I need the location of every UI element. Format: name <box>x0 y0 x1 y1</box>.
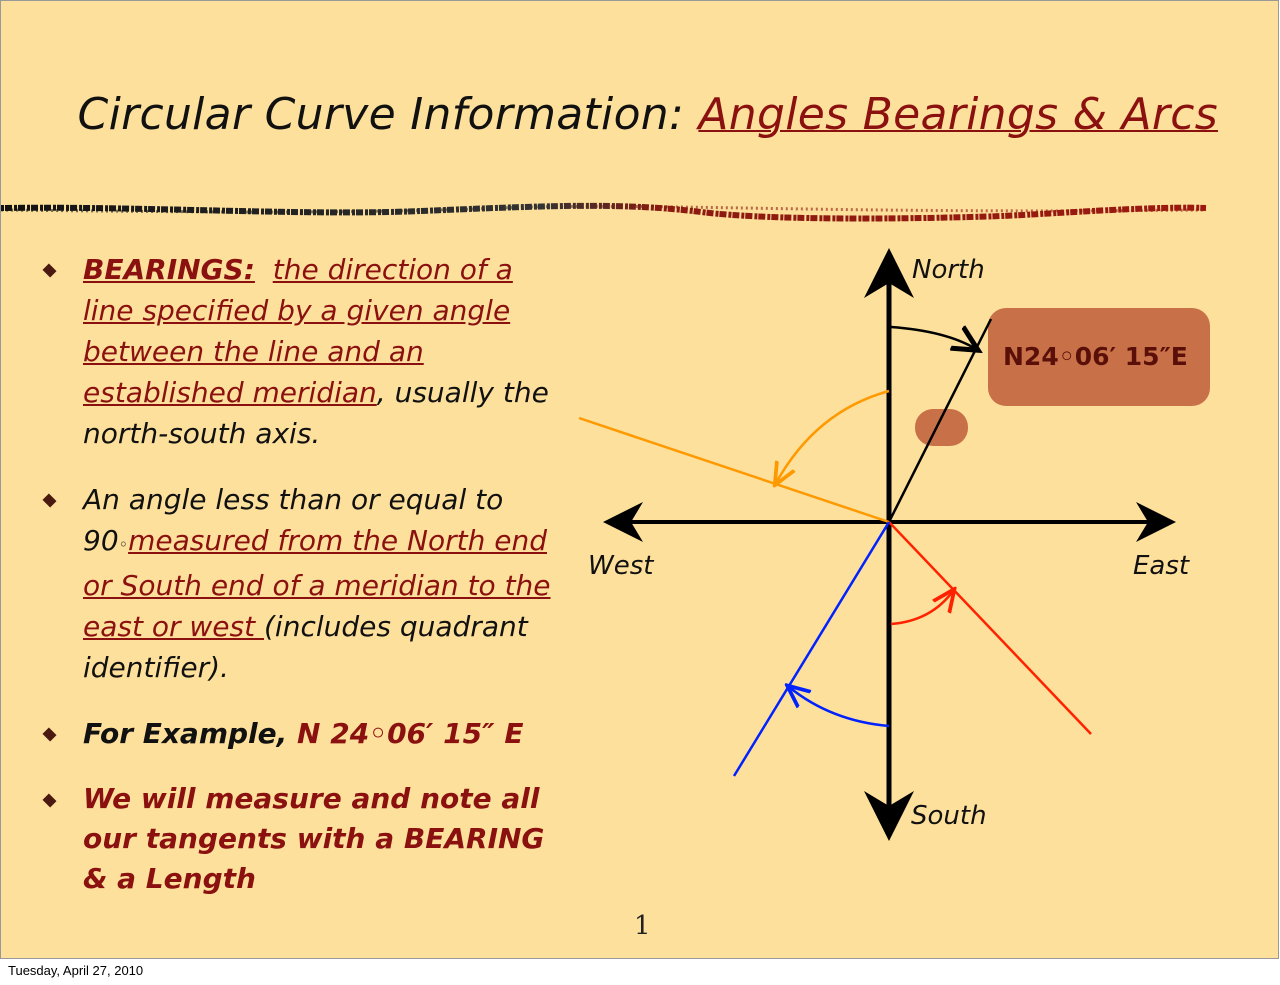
nw-bearing-line <box>578 416 890 524</box>
bullet-list: BEARINGS: the direction of a line specif… <box>43 249 563 924</box>
measure-text: We will measure and note all our tangent… <box>83 782 545 895</box>
bullet-bearings: BEARINGS: the direction of a line specif… <box>43 249 563 454</box>
callout-pointer <box>915 409 968 446</box>
page-number: 1 <box>634 911 651 941</box>
example-label: For Example, <box>83 717 298 750</box>
east-label: East <box>1133 551 1190 581</box>
bullet-angle: An angle less than or equal to 90◦measur… <box>43 479 563 688</box>
bearing-diagram: North South East West N24◦06′ 15″E <box>578 248 1210 841</box>
north-label: North <box>912 255 985 285</box>
south-label: South <box>911 801 987 831</box>
slide-title: Circular Curve Information: Angles Beari… <box>1 89 1218 140</box>
bearings-rest: , usually the north-south axis. <box>83 376 549 450</box>
angle-includes-text: (includes quadrant identifier). <box>83 610 528 684</box>
degree-symbol: ◦ <box>118 535 129 554</box>
brush-divider <box>1 202 1207 222</box>
callout-text: N24◦06′ 15″E <box>1003 342 1188 371</box>
bullet-measure: We will measure and note all our tangent… <box>43 779 563 899</box>
slide: Circular Curve Information: Angles Beari… <box>0 0 1279 959</box>
se-bearing-line <box>888 521 1092 735</box>
example-bearing: N 24◦06′ 15″ E <box>297 717 524 750</box>
angle-measure-text: measured from the North end or South end… <box>83 524 551 643</box>
bullet-example: For Example, N 24◦06′ 15″ E <box>43 713 563 754</box>
bearings-term: BEARINGS: <box>83 253 255 286</box>
callout-box <box>988 308 1210 406</box>
sw-bearing-line <box>732 521 891 777</box>
title-highlight: Angles Bearings & Arcs <box>698 89 1218 140</box>
angle-text: An angle less than or equal to 90 <box>83 483 504 557</box>
west-label: West <box>588 551 654 581</box>
bearings-definition: the direction of a line specified by a g… <box>83 253 513 409</box>
se-angle-arc <box>890 591 953 626</box>
nw-angle-arc <box>776 389 890 483</box>
sw-angle-arc <box>789 687 890 728</box>
footer-date: Tuesday, April 27, 2010 <box>8 963 144 978</box>
title-prefix: Circular Curve Information: <box>77 89 699 140</box>
ne-angle-arc <box>890 327 976 349</box>
